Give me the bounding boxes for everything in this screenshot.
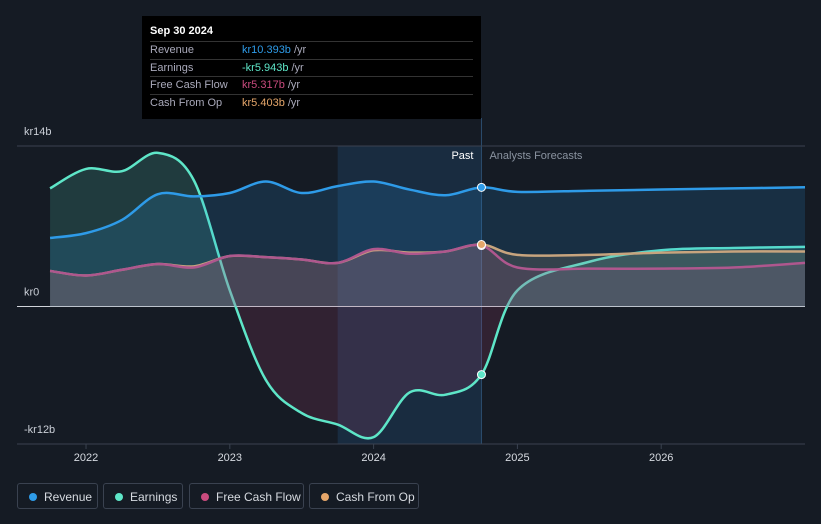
series-line	[49, 243, 806, 277]
legend-label: Revenue	[44, 490, 93, 504]
tooltip-row: Earnings -kr5.943b/yr	[150, 58, 473, 77]
legend-swatch	[321, 493, 329, 501]
legend-item[interactable]: Revenue	[17, 483, 98, 509]
tooltip-value-text: kr5.403b	[242, 96, 285, 109]
y-tick-label: -kr12b	[24, 424, 55, 436]
tooltip-row: Free Cash Flow kr5.317b/yr	[150, 76, 473, 94]
tooltip-title: Sep 30 2024	[150, 25, 213, 37]
tooltip-row: Cash From Op kr5.403b/yr	[150, 93, 473, 112]
tooltip-value-text: kr10.393b	[242, 44, 291, 56]
legend-swatch	[29, 493, 37, 501]
tooltip-label: Free Cash Flow	[150, 79, 228, 91]
present-point	[476, 370, 486, 380]
tooltip-row: Revenue kr10.393b/yr	[150, 41, 473, 59]
x-tick-label: 2023	[218, 452, 242, 464]
tooltip-unit: /yr	[287, 96, 301, 109]
past-highlight	[337, 146, 482, 444]
tooltip-value: kr5.317b/yr	[242, 77, 300, 94]
legend-item[interactable]: Earnings	[103, 483, 183, 509]
legend-item[interactable]: Free Cash Flow	[189, 483, 304, 509]
series-area	[50, 244, 805, 307]
tooltip-value-text: -kr5.943b	[242, 61, 289, 74]
series-line	[49, 180, 806, 240]
tooltip-value: kr5.403b/yr	[242, 95, 300, 112]
tooltip-unit: /yr	[287, 79, 301, 91]
legend-item[interactable]: Cash From Op	[309, 483, 419, 509]
past-label: Past	[451, 150, 473, 162]
tooltip-label: Earnings	[150, 61, 194, 74]
series-area	[50, 244, 805, 307]
legend-label: Free Cash Flow	[216, 490, 301, 504]
x-tick-label: 2026	[649, 452, 673, 464]
tooltip-value: -kr5.943b/yr	[242, 60, 304, 77]
series-area	[50, 181, 805, 307]
tooltip: Sep 30 2024 Revenue kr10.393b/yr Earnings -…	[142, 16, 481, 119]
present-point	[476, 240, 486, 250]
forecast-label: Analysts Forecasts	[489, 150, 582, 162]
tooltip-label: Cash From Op	[150, 96, 223, 109]
y-tick-label: kr0	[24, 286, 39, 298]
chart: Past Analysts Forecasts kr14b kr0 -kr12b 2022…	[17, 118, 806, 464]
x-tick-label: 2022	[74, 452, 98, 464]
tooltip-unit: /yr	[291, 61, 304, 74]
y-tick-label: kr14b	[24, 126, 52, 138]
legend-swatch	[201, 493, 209, 501]
tooltip-value: kr10.393b/yr	[242, 42, 306, 59]
series-area	[235, 306, 508, 439]
tooltip-unit: /yr	[293, 44, 307, 56]
tooltip-value-text: kr5.317b	[242, 79, 285, 91]
present-point	[476, 182, 486, 192]
series-line	[49, 151, 806, 440]
tooltip-label: Revenue	[150, 44, 195, 56]
legend-swatch	[115, 493, 123, 501]
legend-label: Cash From Op	[336, 490, 415, 504]
x-tick-label: 2025	[505, 452, 529, 464]
x-tick-label: 2024	[361, 452, 385, 464]
legend-label: Earnings	[130, 490, 178, 504]
